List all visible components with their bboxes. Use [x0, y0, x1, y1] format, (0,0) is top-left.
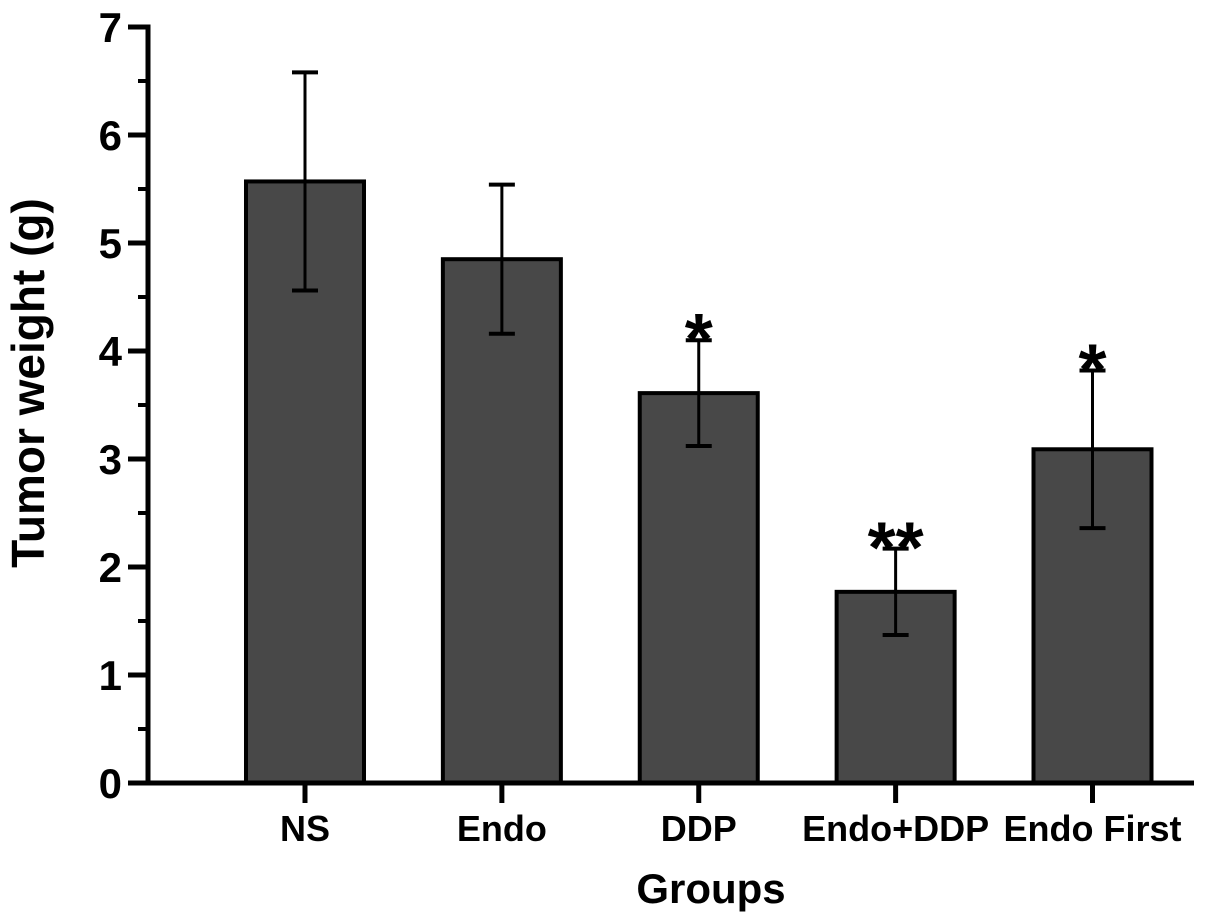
error-bar-ddp	[685, 338, 712, 449]
error-bar-endo-first	[1079, 368, 1106, 531]
y-tick-label-0: 0	[99, 760, 122, 807]
significance-marker-endo-ddp: **	[868, 509, 924, 589]
error-bar-endo-ddp	[882, 546, 909, 638]
y-tick-label-2: 2	[99, 544, 122, 591]
bar-endo	[440, 257, 563, 785]
category-label-ns: NS	[280, 808, 330, 849]
y-axis-title: Tumor weight (g)	[2, 198, 54, 568]
error-bar-endo	[488, 182, 515, 336]
tick-labels-layer: NS Endo DDP Endo+DDP Endo First 0 1 2 3 4 5 6 7	[99, 4, 1182, 849]
significance-layer: ****	[685, 300, 1107, 588]
significance-marker-endo-first: *	[1078, 330, 1106, 410]
ticks-layer	[128, 24, 1095, 803]
y-tick-label-6: 6	[99, 112, 122, 159]
y-tick-label-1: 1	[99, 652, 122, 699]
y-tick-label-4: 4	[99, 328, 123, 375]
significance-marker-ddp: *	[685, 300, 713, 380]
category-label-endo-ddp: Endo+DDP	[802, 808, 989, 849]
error-bars-layer	[292, 70, 1106, 638]
y-tick-label-7: 7	[99, 4, 122, 51]
category-label-ddp: DDP	[661, 808, 737, 849]
y-tick-label-3: 3	[99, 436, 122, 483]
error-bar-ns	[292, 70, 318, 293]
bars-layer	[244, 179, 1154, 786]
x-axis-title: Groups	[636, 865, 785, 912]
category-label-endo: Endo	[457, 808, 547, 849]
category-label-endo-first: Endo First	[1004, 808, 1182, 849]
y-tick-label-5: 5	[99, 220, 122, 267]
bar-ddp	[637, 391, 760, 785]
